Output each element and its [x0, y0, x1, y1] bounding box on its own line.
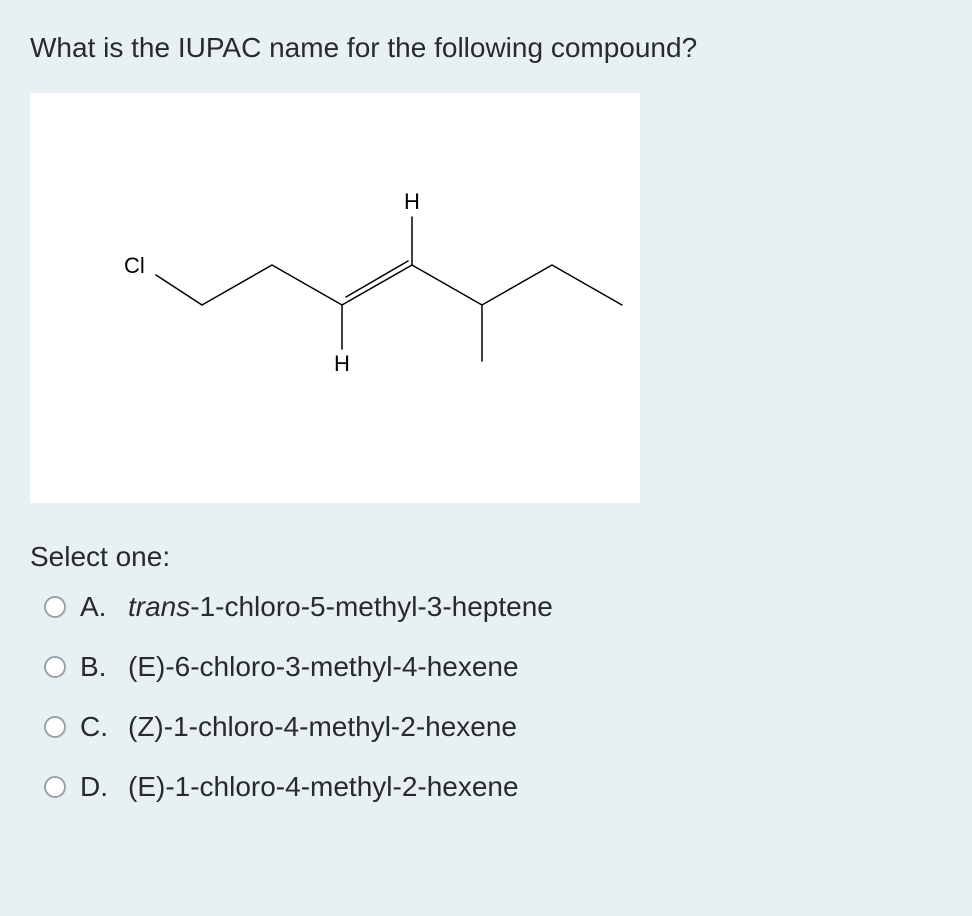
option-letter: C. — [80, 711, 114, 743]
option-b[interactable]: B. (E)-6-chloro-3-methyl-4-hexene — [44, 651, 942, 683]
options-list: A. trans-1-chloro-5-methyl-3-heptene B. … — [44, 591, 942, 803]
option-c[interactable]: C. (Z)-1-chloro-4-methyl-2-hexene — [44, 711, 942, 743]
select-prompt: Select one: — [30, 541, 942, 573]
option-a[interactable]: A. trans-1-chloro-5-methyl-3-heptene — [44, 591, 942, 623]
compound-image: Cl H H — [30, 93, 640, 503]
radio-d[interactable] — [44, 776, 66, 798]
option-text: (E)-1-chloro-4-methyl-2-hexene — [128, 771, 519, 803]
radio-c[interactable] — [44, 716, 66, 738]
radio-a[interactable] — [44, 596, 66, 618]
mol-label-h-top: H — [404, 189, 420, 215]
mol-label-cl: Cl — [124, 253, 145, 279]
option-text: trans-1-chloro-5-methyl-3-heptene — [128, 591, 553, 623]
option-text: (E)-6-chloro-3-methyl-4-hexene — [128, 651, 519, 683]
option-d[interactable]: D. (E)-1-chloro-4-methyl-2-hexene — [44, 771, 942, 803]
option-letter: D. — [80, 771, 114, 803]
option-letter: A. — [80, 591, 114, 623]
mol-label-h-bottom: H — [334, 351, 350, 377]
question-text: What is the IUPAC name for the following… — [30, 28, 942, 67]
radio-b[interactable] — [44, 656, 66, 678]
molecule-drawing — [30, 93, 640, 503]
option-letter: B. — [80, 651, 114, 683]
option-text: (Z)-1-chloro-4-methyl-2-hexene — [128, 711, 517, 743]
